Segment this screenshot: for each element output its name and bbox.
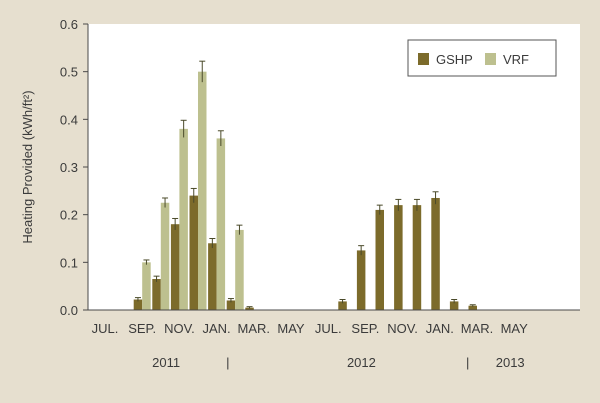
y-tick-label: 0.5: [60, 65, 78, 80]
year-separator: |: [226, 355, 229, 370]
bar-gshp: [338, 301, 347, 310]
bar-gshp: [412, 205, 422, 310]
bars-group: [133, 71, 477, 311]
error-bars-group: [134, 60, 476, 309]
bar-vrf: [235, 229, 244, 310]
bar-gshp: [170, 224, 180, 310]
legend-label-gshp: GSHP: [436, 52, 473, 67]
y-axis-title: Heating Provided (kWh/ft²): [20, 90, 35, 243]
bar-gshp: [375, 209, 384, 310]
bar-gshp: [208, 243, 217, 310]
x-tick-label: NOV.: [387, 321, 418, 336]
x-tick-label: JAN.: [203, 321, 231, 336]
bar-vrf: [179, 128, 188, 310]
bar-vrf: [198, 71, 207, 311]
x-tick-label: MAY: [501, 321, 529, 336]
bar-vrf: [216, 138, 226, 310]
x-tick-label: NOV.: [164, 321, 195, 336]
x-tick-label: SEP.: [128, 321, 156, 336]
x-ticks-group: JUL. SEP. NOV. JAN. MAR. MAY JUL. SEP. NOV. JAN. M…: [92, 321, 528, 336]
bar-vrf: [142, 262, 151, 310]
bar-gshp: [226, 300, 236, 310]
bar-gshp: [431, 197, 440, 310]
bar-gshp: [356, 250, 366, 310]
x-tick-label: JUL.: [315, 321, 342, 336]
x-tick-label: JUL.: [92, 321, 119, 336]
bar-gshp: [468, 305, 477, 310]
y-tick-label: 0.6: [60, 17, 78, 32]
year-label: 2011: [152, 355, 180, 370]
y-tick-label: 0.2: [60, 208, 78, 223]
bar-vrf: [160, 202, 170, 310]
legend-box: [407, 39, 557, 77]
bar-gshp: [189, 195, 198, 310]
legend-swatch-vrf: [485, 53, 496, 65]
bar-gshp: [245, 307, 254, 310]
y-tick-label: 0.1: [60, 255, 78, 270]
bar-gshp: [449, 301, 459, 310]
year-label: 2013: [496, 355, 525, 370]
y-tick-label: 0.0: [60, 303, 78, 318]
legend-swatch-gshp: [418, 53, 429, 65]
x-tick-label: MAR.: [238, 321, 271, 336]
x-tick-label: JAN.: [426, 321, 454, 336]
legend-label-vrf: VRF: [503, 52, 529, 67]
year-labels-group: 2011 2012 2013 | |: [152, 355, 525, 370]
bar-gshp: [394, 205, 403, 310]
year-separator: |: [466, 355, 469, 370]
y-tick-label: 0.4: [60, 112, 78, 127]
bar-gshp: [152, 279, 161, 310]
legend: GSHP VRF: [407, 39, 557, 77]
x-tick-label: MAR.: [461, 321, 494, 336]
x-tick-label: MAY: [277, 321, 305, 336]
bar-gshp: [133, 299, 143, 310]
y-tick-label: 0.3: [60, 160, 78, 175]
x-tick-label: SEP.: [351, 321, 379, 336]
year-label: 2012: [347, 355, 376, 370]
y-ticks-group: 0.0 0.1 0.2 0.3 0.4 0.5 0.6: [60, 17, 88, 318]
